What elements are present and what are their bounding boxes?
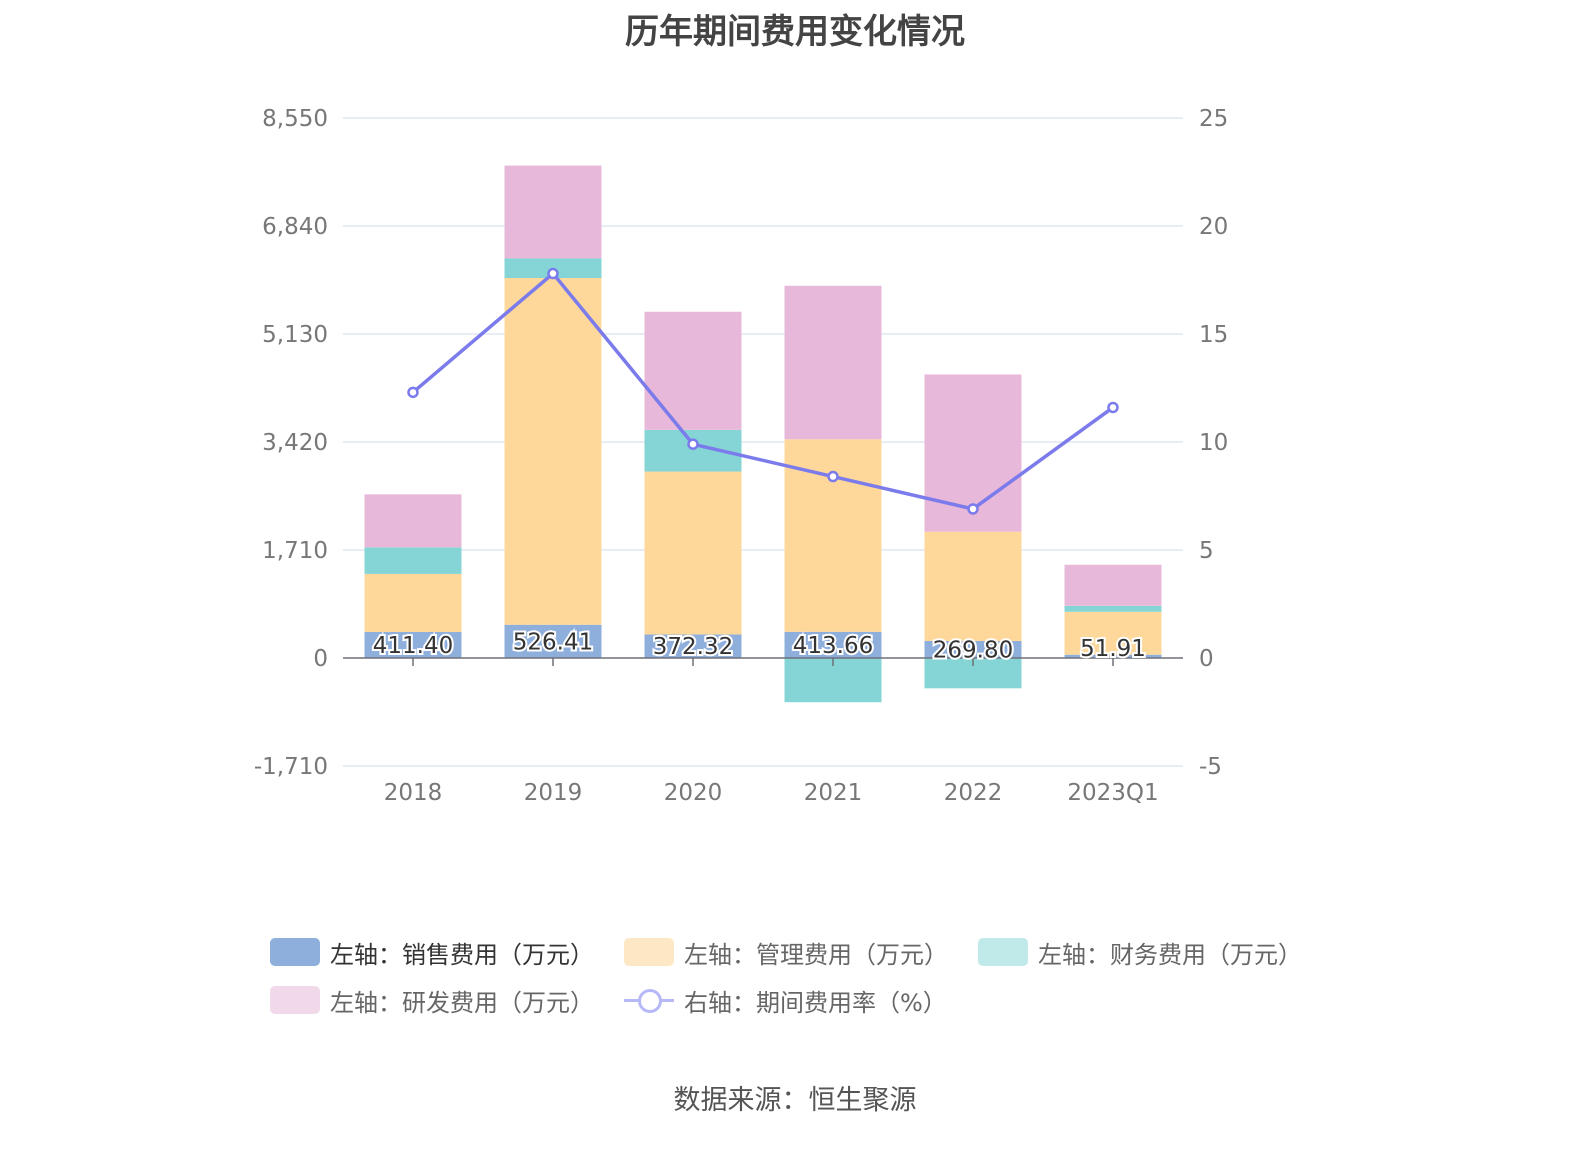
gridlines: [343, 117, 1183, 767]
right-axis-tick-label: 25: [1199, 106, 1228, 132]
chart-title: 历年期间费用变化情况: [625, 12, 965, 52]
legend-swatch-rd: [270, 986, 320, 1014]
data-source: 数据来源：恒生聚源: [673, 1085, 917, 1116]
legend-item-rate[interactable]: 右轴：期间费用率（%）: [624, 983, 947, 1018]
rate-point: [687, 438, 699, 450]
bar-data-label: 411.40: [373, 633, 453, 659]
legend-label-admin: 左轴：管理费用（万元）: [684, 940, 948, 969]
left-axis-tick-label: 1,710: [262, 538, 328, 564]
left-axis-tick-label: 0: [313, 646, 328, 672]
left-axis: 8,550 6,840 5,130 3,420 1,710 0 -1,710: [254, 106, 328, 780]
bar-data-label: 526.41: [513, 629, 593, 655]
x-axis-category-label: 2021: [804, 780, 863, 806]
legend-item-sales[interactable]: 左轴：销售费用（万元）: [270, 935, 594, 970]
bar-finance: [1064, 605, 1162, 612]
right-axis-tick-label: 20: [1199, 214, 1228, 240]
left-axis-tick-label: 3,420: [262, 430, 328, 456]
bar-data-label: 51.91: [1080, 636, 1146, 662]
legend-swatch-admin: [624, 938, 674, 966]
bar-sales: [784, 631, 882, 658]
bar-data-labels: 411.40 526.41 372.32 413.66 269.80 51.91: [371, 627, 1148, 665]
left-axis-tick-label: -1,710: [254, 754, 328, 780]
bar-sales: [1064, 654, 1162, 658]
rate-point: [547, 267, 559, 280]
right-axis-tick-label: 0: [1199, 646, 1214, 672]
bar-admin: [364, 573, 462, 633]
legend-label-rd: 左轴：研发费用（万元）: [330, 988, 594, 1017]
bar-sales: [364, 632, 462, 658]
bar-sales: [924, 640, 1022, 658]
bar-data-label: 413.66: [793, 633, 873, 659]
left-axis-tick-label: 5,130: [262, 322, 328, 348]
rate-point: [967, 503, 979, 515]
right-axis-tick-label: 10: [1199, 430, 1228, 456]
bar-rd: [364, 494, 462, 548]
right-axis-tick-label: -5: [1199, 754, 1222, 780]
bar-data-label: 269.80: [933, 637, 1013, 663]
bar-rd: [504, 165, 602, 259]
legend-label-finance: 左轴：财务费用（万元）: [1038, 940, 1302, 969]
x-axis-category-label: 2020: [664, 780, 723, 806]
bar-finance: [364, 547, 462, 574]
left-axis-tick-label: 6,840: [262, 214, 328, 240]
rate-point: [1107, 401, 1119, 414]
bar-rd: [1064, 564, 1162, 606]
legend-label-sales: 左轴：销售费用（万元）: [330, 940, 594, 969]
rate-line-path: [411, 271, 1115, 511]
bar-admin: [924, 531, 1022, 641]
bar-sales: [644, 634, 742, 658]
x-axis-category-label: 2019: [524, 780, 583, 806]
right-axis-tick-label: 15: [1199, 322, 1228, 348]
rate-point: [827, 470, 839, 483]
bar-sales: [504, 624, 602, 658]
legend-swatch-finance: [978, 938, 1028, 966]
right-axis: 25 20 15 10 5 0 -5: [1199, 106, 1228, 780]
bar-admin: [644, 471, 742, 635]
legend-item-admin[interactable]: 左轴：管理费用（万元）: [624, 935, 948, 970]
x-axis-category-label: 2023Q1: [1067, 780, 1158, 806]
bar-rd: [644, 311, 742, 430]
legend-label-rate: 右轴：期间费用率（%）: [684, 988, 947, 1017]
legend-item-rd[interactable]: 左轴：研发费用（万元）: [270, 983, 594, 1018]
bar-admin: [504, 278, 602, 625]
rate-point: [407, 386, 419, 399]
legend-line-marker-icon: [624, 986, 674, 1014]
legend-swatch-sales: [270, 938, 320, 966]
legend-item-finance[interactable]: 左轴：财务费用（万元）: [978, 935, 1302, 970]
x-axis-category-label: 2022: [944, 780, 1003, 806]
x-axis: 2018 2019 2020 2021 2022 2023Q1: [384, 658, 1159, 806]
left-axis-tick-label: 8,550: [262, 106, 328, 132]
bar-admin: [1064, 611, 1162, 655]
rate-line: [407, 267, 1119, 515]
x-axis-category-label: 2018: [384, 780, 443, 806]
legend: 左轴：销售费用（万元） 左轴：管理费用（万元） 左轴：财务费用（万元） 左轴：研…: [270, 928, 1330, 1024]
bar-data-label: 372.32: [653, 634, 733, 660]
bars: [364, 165, 1162, 703]
right-axis-tick-label: 5: [1199, 538, 1214, 564]
bar-rd: [784, 285, 882, 440]
